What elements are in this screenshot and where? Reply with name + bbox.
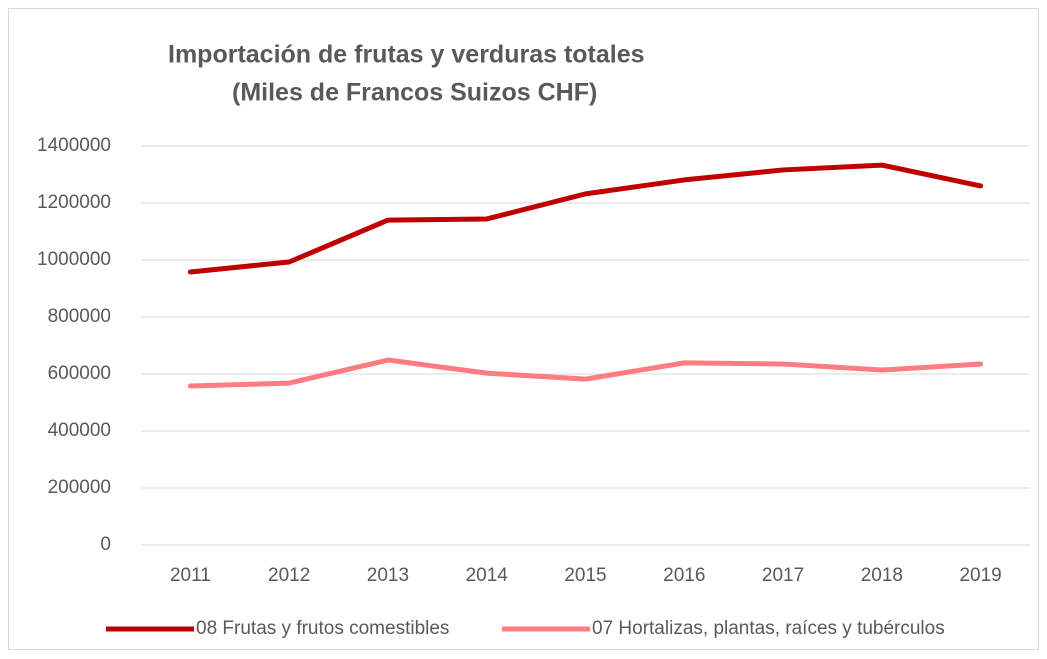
series-line — [187, 357, 984, 389]
y-tick-label: 1400000 — [37, 135, 111, 156]
legend-label: 07 Hortalizas, plantas, raíces y tubércu… — [592, 618, 945, 639]
y-tick-label: 1000000 — [37, 249, 111, 270]
y-tick-label: 0 — [100, 534, 111, 555]
x-tick-label: 2012 — [268, 565, 310, 586]
x-tick-label: 2016 — [663, 565, 705, 586]
x-tick-label: 2017 — [762, 565, 804, 586]
x-tick-label: 2018 — [861, 565, 903, 586]
x-tick-label: 2019 — [959, 565, 1001, 586]
chart-frame — [8, 8, 1039, 650]
legend-label: 08 Frutas y frutos comestibles — [196, 618, 449, 639]
chart-title: Importación de frutas y verduras totales — [168, 41, 645, 69]
y-tick-label: 600000 — [48, 363, 111, 384]
x-tick-label: 2013 — [367, 565, 409, 586]
x-tick-label: 2015 — [564, 565, 606, 586]
series-line — [187, 162, 984, 275]
y-tick-label: 200000 — [48, 477, 111, 498]
y-tick-label: 1200000 — [37, 192, 111, 213]
y-tick-label: 800000 — [48, 306, 111, 327]
y-tick-label: 400000 — [48, 420, 111, 441]
x-tick-label: 2011 — [170, 565, 211, 586]
chart-subtitle: (Miles de Francos Suizos CHF) — [232, 79, 597, 107]
x-tick-label: 2014 — [466, 565, 509, 586]
